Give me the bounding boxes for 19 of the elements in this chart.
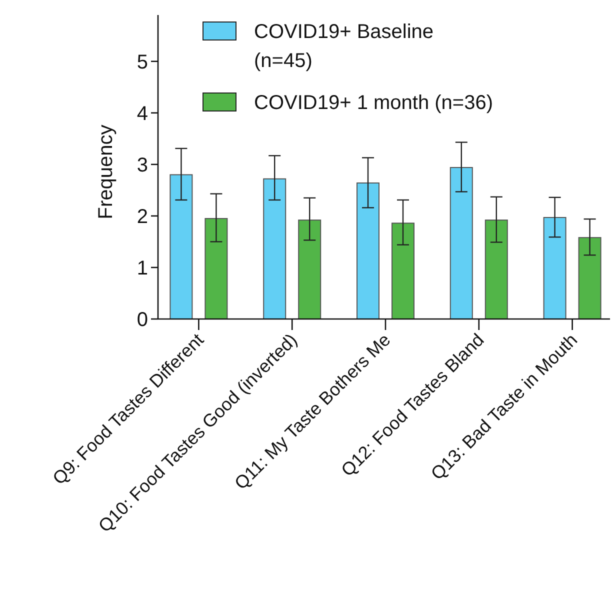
- y-tick-label: 3: [136, 154, 148, 176]
- y-tick-label: 1: [136, 257, 148, 280]
- bar: [484, 220, 508, 320]
- bar: [392, 222, 414, 320]
- y-tick-label: 2: [136, 206, 148, 228]
- bar: [170, 174, 193, 320]
- y-tick-label: 5: [136, 51, 148, 74]
- y-tick-label: 0: [136, 309, 148, 331]
- y-axis-title: Frequency: [95, 124, 117, 220]
- bar: [543, 216, 566, 320]
- legend-label: COVID19+ Baseline (n=45): [254, 21, 434, 72]
- bar: [356, 182, 380, 320]
- bar: [204, 218, 228, 320]
- legend-label: COVID19+ 1 month (n=36): [254, 92, 494, 114]
- bar: [450, 167, 473, 320]
- bar: [263, 178, 286, 320]
- bar: [298, 220, 322, 320]
- bar: [578, 237, 602, 320]
- y-tick-label: 4: [136, 102, 148, 125]
